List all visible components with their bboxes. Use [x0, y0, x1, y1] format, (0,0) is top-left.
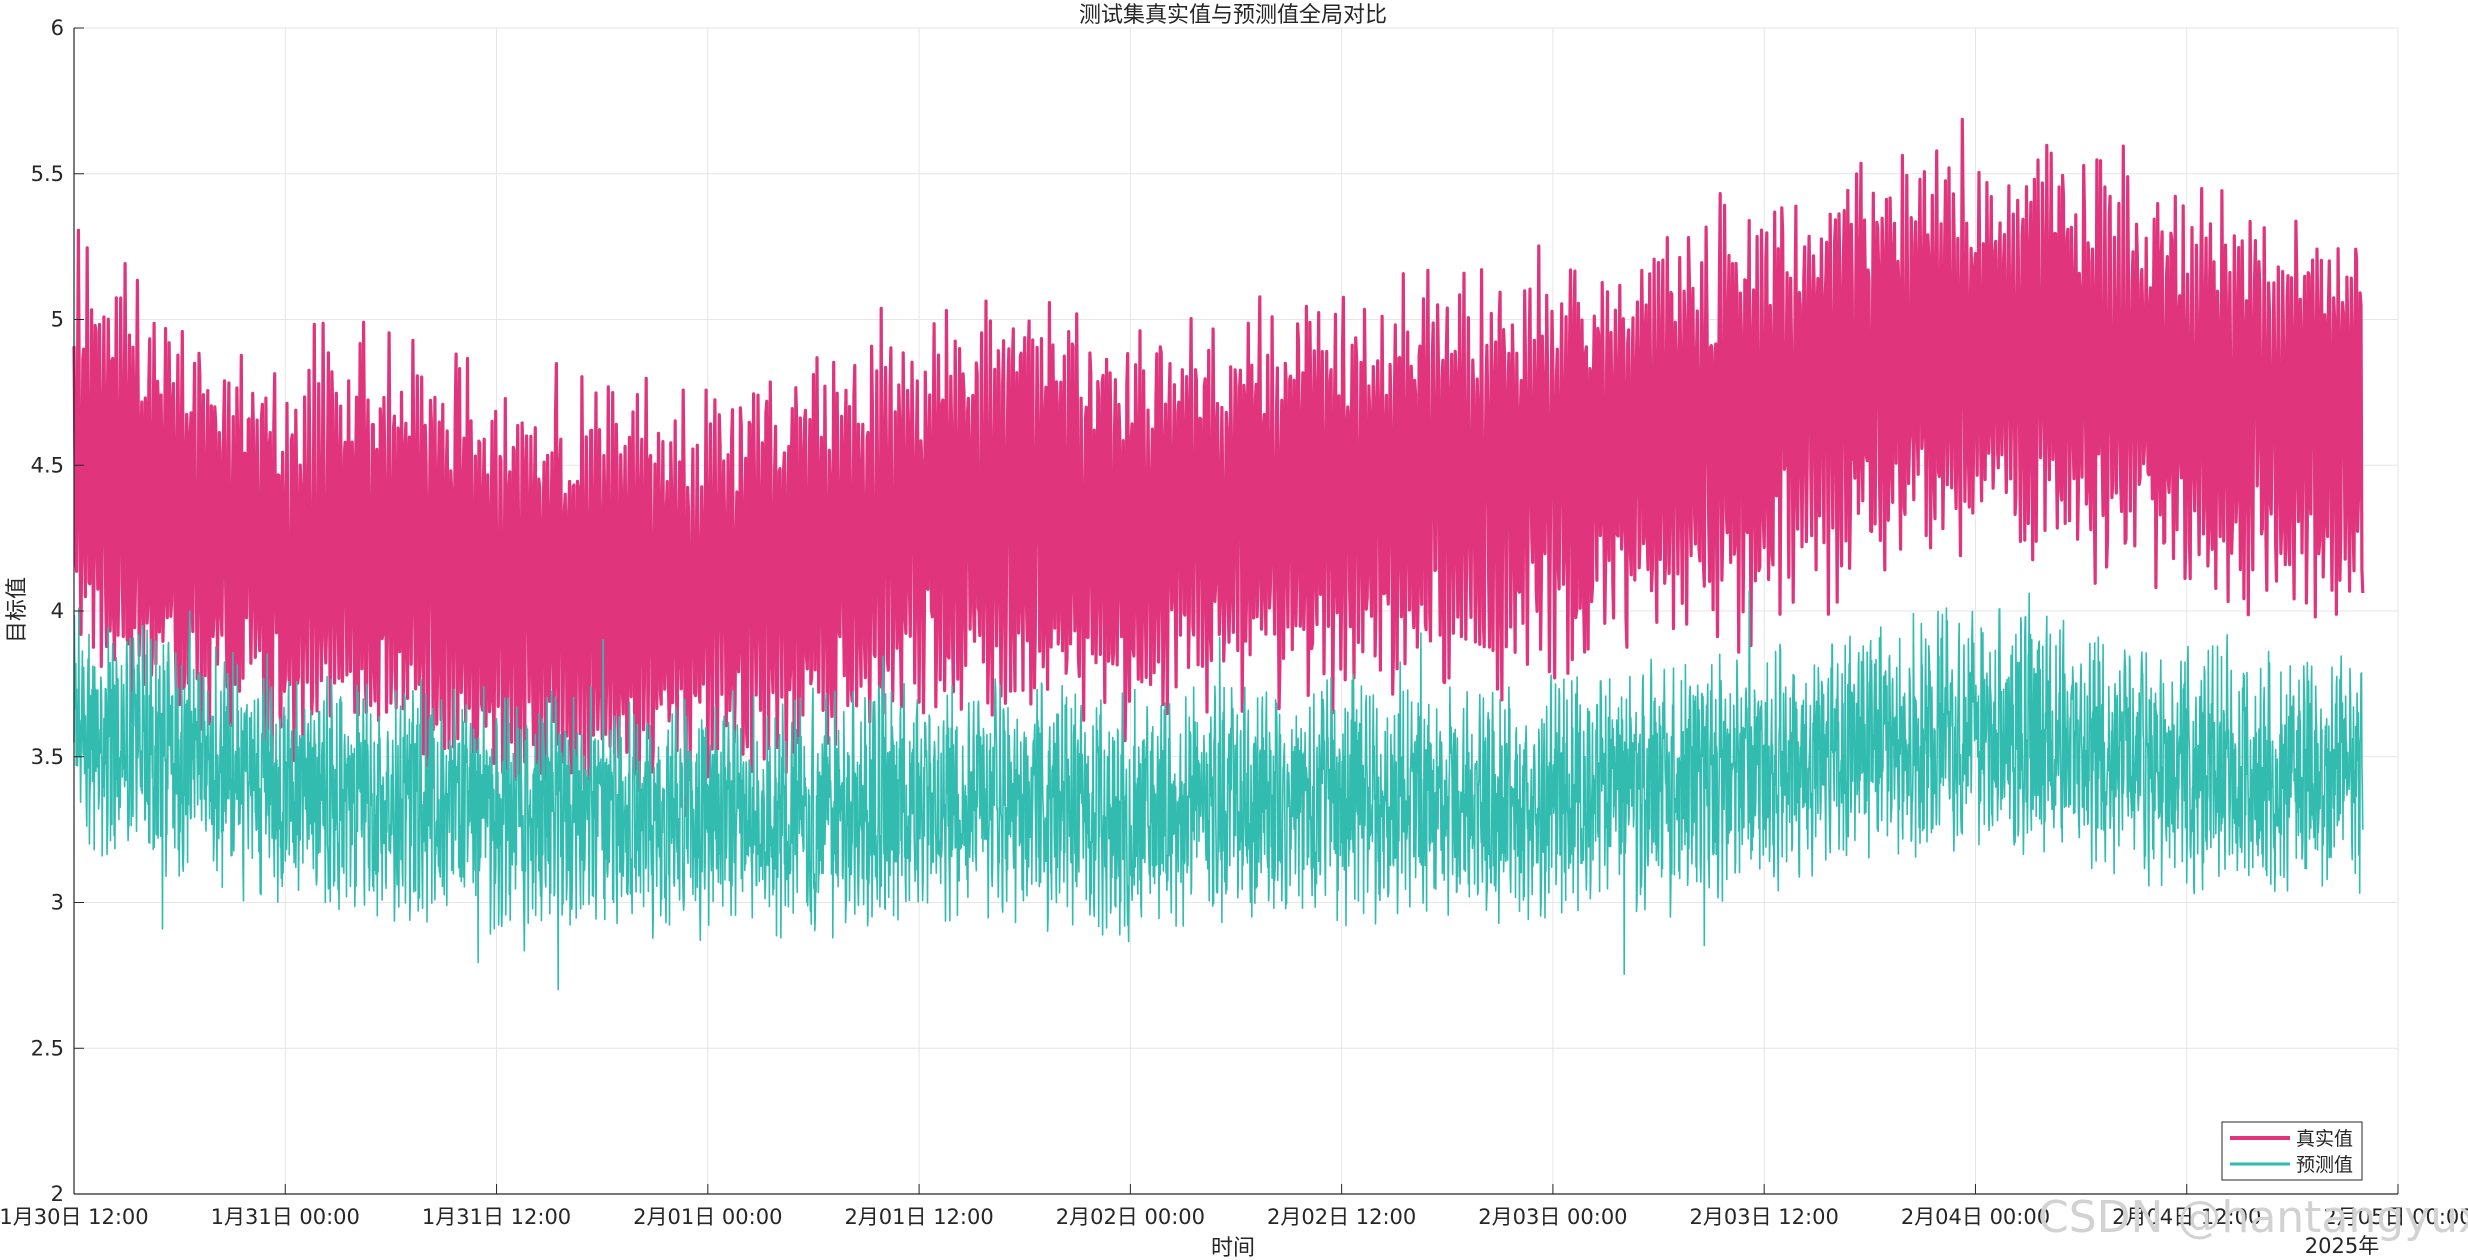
- axes: 2 2.5 3 3.5 4 4.5 5 5.5 6 1月30日 12:00 1月31日 00:00 1…: [0, 16, 2468, 1229]
- x-tick-label: 1月31日 00:00: [211, 1205, 360, 1229]
- y-tick-label: 3: [51, 891, 64, 915]
- x-tick-label: 1月31日 12:00: [422, 1205, 571, 1229]
- x-tick-label: 2月02日 00:00: [1056, 1205, 1205, 1229]
- y-tick-label: 2.5: [31, 1036, 64, 1060]
- legend: 真实值 预测值: [2221, 1121, 2363, 1181]
- x-axis-secondary-label: 2025年: [2305, 1234, 2379, 1258]
- x-tick-label: 2月04日 00:00: [1901, 1205, 2050, 1229]
- series-line-0: [72, 117, 2365, 817]
- x-tick-label: 2月04日 12:00: [2112, 1205, 2261, 1229]
- x-axis-title: 时间: [1211, 1236, 1255, 1260]
- y-tick-label: 3.5: [31, 745, 64, 769]
- legend-label-true: 真实值: [2296, 1128, 2353, 1150]
- watermark: CSDN @hantangyuxi: [2038, 1192, 2468, 1243]
- x-tick-label: 1月30日 12:00: [0, 1205, 149, 1229]
- y-axis-title: 目标值: [5, 577, 30, 643]
- series-layer: [72, 117, 2365, 991]
- x-tick-label: 2月01日 00:00: [633, 1205, 782, 1229]
- y-tick-label: 4: [51, 599, 64, 623]
- x-tick-label: 2月03日 00:00: [1478, 1205, 1627, 1229]
- y-tick-label: 5: [51, 308, 64, 332]
- legend-box: [2221, 1121, 2363, 1181]
- x-tick-label: 2月01日 12:00: [844, 1205, 993, 1229]
- x-tick-label: 2月05日 00:00: [2323, 1205, 2468, 1229]
- series-line-1: [73, 590, 2364, 991]
- x-tick-label: 2月02日 12:00: [1267, 1205, 1416, 1229]
- y-tick-label: 6: [51, 16, 64, 40]
- y-tick-label: 4.5: [31, 453, 64, 477]
- y-tick-label: 5.5: [31, 162, 64, 186]
- legend-label-pred: 预测值: [2296, 1154, 2353, 1176]
- x-tick-label: 2月03日 12:00: [1690, 1205, 1839, 1229]
- chart-title: 测试集真实值与预测值全局对比: [1079, 3, 1387, 28]
- y-tick-label: 2: [51, 1182, 64, 1206]
